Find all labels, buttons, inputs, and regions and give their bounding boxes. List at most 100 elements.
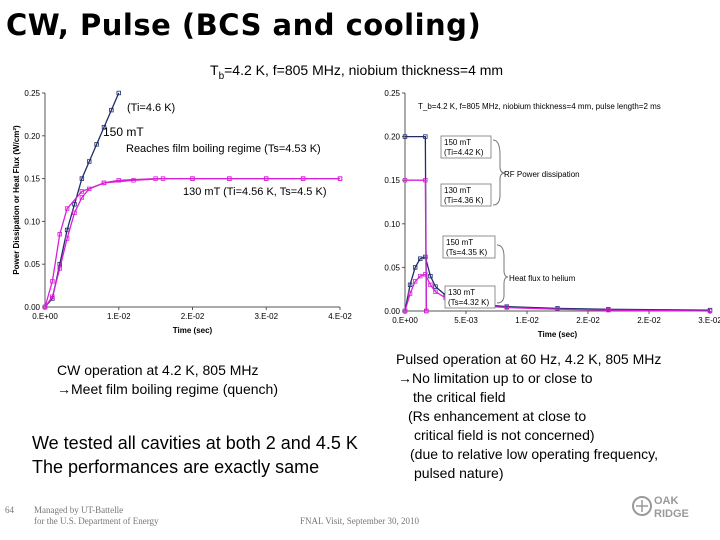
box-150mt-ti-box xyxy=(440,135,492,159)
pulsed-line-4: (Rs enhancement at close to xyxy=(408,408,587,424)
data-point xyxy=(418,256,423,261)
series-line-2 xyxy=(44,177,340,308)
x-tick-label: 5.E-03 xyxy=(454,316,478,325)
y-tick-label: 0.00 xyxy=(24,303,40,312)
data-point xyxy=(72,210,77,216)
cw-line-1: CW operation at 4.2 K, 805 MHz xyxy=(57,362,259,378)
pulsed-text: Pulsed operation at 60 Hz, 4.2 K, 805 MH… xyxy=(396,350,661,483)
x-tick-label: 1.E-02 xyxy=(107,312,131,321)
box-150mt-ts-line-1: 150 mT xyxy=(446,238,473,247)
data-point xyxy=(402,308,408,314)
data-point xyxy=(131,178,136,183)
y-axis-label: Power Dissipation or Heat Flux (W/cm²) xyxy=(12,125,21,275)
x-tick-label: 3.E-02 xyxy=(698,316,720,325)
pulsed-line-3: the critical field xyxy=(413,389,506,405)
series-line-3 xyxy=(405,179,427,312)
box-130mt-ts-line-2: (Ts=4.32 K) xyxy=(448,298,489,307)
data-point xyxy=(190,176,195,181)
data-point xyxy=(101,125,107,130)
x-tick-label: 2.E-02 xyxy=(576,316,600,325)
x-tick-label: 2.E-02 xyxy=(181,312,205,321)
data-point xyxy=(433,289,438,295)
x-tick-label: 4.E-02 xyxy=(328,312,352,321)
x-tick-label: 1.E-02 xyxy=(515,316,539,325)
y-tick-label: 0.00 xyxy=(384,307,400,316)
box-130mt-ti-box xyxy=(440,183,492,207)
data-point xyxy=(116,90,121,96)
data-point xyxy=(407,291,413,296)
box-150mt-ti-line-1: 150 mT xyxy=(444,138,471,147)
annotation-150mt: 150 mT xyxy=(103,125,144,139)
series-line-1 xyxy=(404,273,711,312)
slide-subtitle: Tb=4.2 K, f=805 MHz, niobium thickness=4… xyxy=(210,62,504,82)
data-point xyxy=(227,176,232,181)
managed-line-1: Managed by UT-Battelle xyxy=(34,505,124,515)
cw-text: CW operation at 4.2 K, 805 MHz →Meet fil… xyxy=(57,361,278,399)
data-point xyxy=(50,294,55,299)
tested-text: We tested all cavities at both 2 and 4.5… xyxy=(32,431,358,479)
x-tick-label: 3.E-02 xyxy=(254,312,278,321)
y-tick-label: 0.20 xyxy=(24,132,40,141)
data-point xyxy=(87,159,92,164)
data-point xyxy=(79,176,85,181)
data-point xyxy=(264,176,269,181)
x-axis-label: Time (sec) xyxy=(538,330,578,339)
left-chart: 0.00 0.05 0.10 0.15 0.20 0.25 0.E+00 1.E-02 2.E-… xyxy=(12,89,352,335)
data-point xyxy=(79,195,85,200)
data-point xyxy=(424,308,429,314)
box-130mt-ti-line-1: 130 mT xyxy=(444,186,471,195)
data-point xyxy=(423,178,428,183)
data-point xyxy=(418,273,423,279)
pulsed-line-2: →No limitation up to or close to xyxy=(398,370,593,386)
data-point xyxy=(428,273,433,279)
data-point xyxy=(433,284,438,289)
oak-ridge-logo: OAK RIDGE xyxy=(628,490,706,528)
data-point xyxy=(402,178,408,183)
event-footer: FNAL Visit, September 30, 2010 xyxy=(300,516,419,526)
data-point xyxy=(101,180,107,186)
data-point xyxy=(109,107,114,113)
data-point xyxy=(423,134,428,139)
data-point xyxy=(606,307,611,313)
box-130mt-ts-line-1: 130 mT xyxy=(448,288,475,297)
y-tick-label: 0.05 xyxy=(24,260,40,269)
data-point xyxy=(72,202,77,207)
data-point xyxy=(504,305,509,310)
annotation-130mt: 130 mT (Ti=4.56 K, Ts=4.5 K) xyxy=(183,186,327,198)
page-number: 64 xyxy=(5,505,14,515)
pulsed-line-6: (due to relative low operating frequency… xyxy=(410,446,658,462)
x-tick-label: 2.E-02 xyxy=(637,316,661,325)
data-point xyxy=(707,308,713,314)
pulsed-line-7: pulsed nature) xyxy=(414,465,504,481)
data-point xyxy=(337,176,343,181)
box-150mt-ti-line-2: (Ti=4.42 K) xyxy=(444,148,484,157)
rf-label: RF Power dissipation xyxy=(504,170,580,179)
logo-text-oak: OAK xyxy=(654,495,679,507)
managed-by: Managed by UT-Battelle for the U.S. Depa… xyxy=(34,505,159,527)
x-axis-label: Time (sec) xyxy=(173,326,213,335)
data-point xyxy=(57,266,62,271)
data-point xyxy=(555,307,560,312)
data-point xyxy=(407,282,413,288)
data-point xyxy=(50,279,55,284)
hf-label: Heat flux to helium xyxy=(509,274,576,283)
right-chart-header: T_b=4.2 K, f=805 MHz, niobium thickness=… xyxy=(418,102,661,111)
y-tick-label: 0.10 xyxy=(384,220,400,229)
data-point xyxy=(94,142,99,147)
pulsed-line-1: Pulsed operation at 60 Hz, 4.2 K, 805 MH… xyxy=(396,351,662,367)
hf-brace xyxy=(496,244,509,304)
data-point xyxy=(402,134,408,139)
right-chart: 0.00 0.05 0.10 0.15 0.20 0.25 0.E+00 5.E-03 1.E-… xyxy=(384,89,720,339)
box-130mt-ts-box xyxy=(444,285,496,309)
slide-title: CW, Pulse (BCS and cooling) xyxy=(6,8,482,42)
data-point xyxy=(64,236,70,241)
data-point xyxy=(42,304,48,310)
annotation-film-boiling: Reaches film boiling regime (Ts=4.53 K) xyxy=(126,143,321,155)
rf-brace xyxy=(492,139,506,206)
pulsed-line-5: critical field is not concerned) xyxy=(414,427,595,443)
x-tick-label: 0.E+00 xyxy=(392,316,418,325)
box-150mt-ts-box xyxy=(442,235,496,259)
y-tick-label: 0.25 xyxy=(384,89,400,98)
managed-line-2: for the U.S. Department of Energy xyxy=(34,516,159,526)
data-point xyxy=(300,176,306,181)
